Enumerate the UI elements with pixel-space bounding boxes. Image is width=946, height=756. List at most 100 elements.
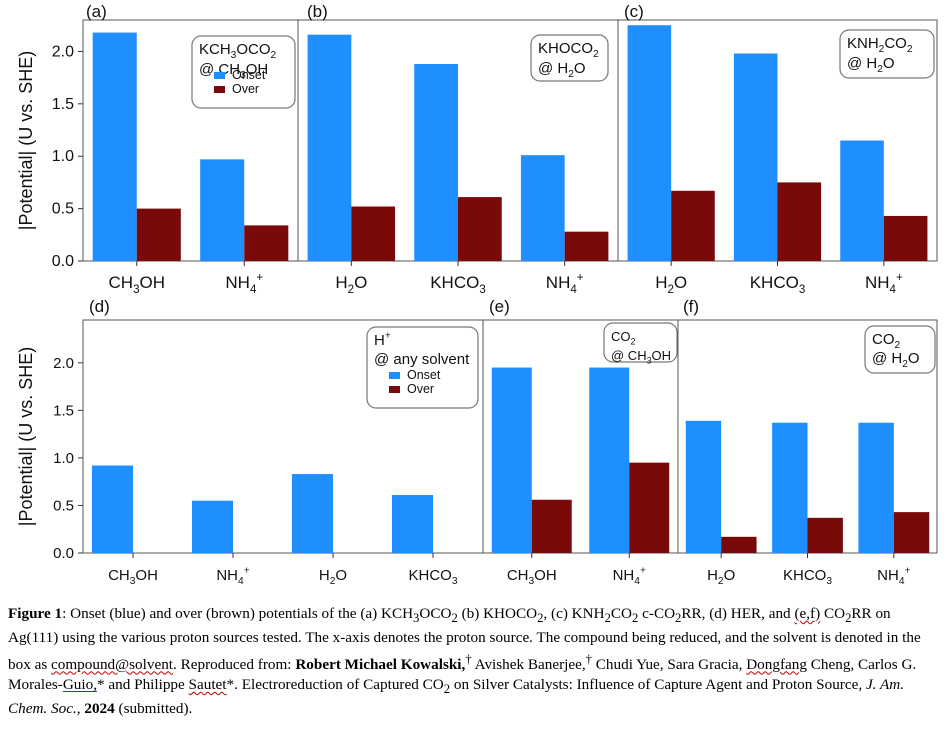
annotation-text-part: 3 [647, 356, 652, 366]
x-tick-label-part: OH [139, 273, 165, 292]
x-tick-label: H2O [335, 273, 367, 296]
legend-label-onset: Onset [407, 368, 441, 382]
caption-fig-label: Figure 1 [8, 605, 63, 622]
bar-over [721, 536, 757, 553]
bar-over [458, 197, 502, 261]
caption-text: on Silver Catalysts: Influence of Captur… [450, 675, 859, 693]
caption-text: , (c) KNH [543, 605, 605, 622]
caption-text: * and Philippe [97, 675, 189, 693]
x-tick-label-part: NH [865, 273, 890, 292]
bar-over [777, 182, 822, 261]
bar-onset [589, 367, 630, 553]
y-tick-label: 1.0 [53, 450, 74, 467]
x-tick-label-part: O [674, 273, 687, 292]
bar-over [807, 517, 843, 553]
x-tick-label-part: 3 [799, 284, 805, 296]
caption-author: Robert Michael Kowalski, [295, 655, 466, 673]
x-tick-label-part: 2 [348, 284, 354, 296]
bar-over [136, 208, 181, 261]
y-tick-label: 1.5 [52, 96, 74, 113]
bar-over [531, 499, 572, 553]
x-tick-label-part: 4 [238, 576, 244, 587]
caption-text: , [76, 700, 85, 718]
x-tick-label-part: NH [613, 567, 635, 584]
annotation-text-part: @ H [847, 55, 877, 72]
bar-onset [520, 155, 565, 261]
x-tick-label-part: CH [108, 567, 130, 584]
x-tick-label: CH3OH [109, 273, 165, 296]
caption-text: Avishek Banerjee, [471, 655, 586, 673]
x-tick-label: NH4+ [216, 566, 249, 588]
x-tick-label: CH3OH [108, 567, 158, 587]
panel-b: (b)H2O KHCO3 NH4+KHOCO2@ H2O [297, 2, 619, 296]
x-tick-label: KHCO3 [408, 567, 457, 587]
annotation-text-part: @ CH [199, 61, 240, 78]
x-tick-label-part: 4 [250, 284, 257, 296]
x-tick-label-part: 2 [667, 284, 673, 296]
panel-c: (c)H2O KHCO3 NH4+KNH2CO2@ H2O [617, 2, 938, 296]
caption-year: 2024 [84, 700, 115, 718]
annotation-text-part: OCO [236, 41, 270, 58]
annotation-text-part: 2 [271, 50, 277, 61]
y-tick-label: 1.5 [53, 402, 74, 419]
annotation-text-part: KHOCO [538, 40, 593, 57]
caption-text: Guio, [62, 675, 97, 693]
x-tick-label-part: + [640, 566, 646, 577]
x-tick-label-part: KHCO [408, 567, 451, 584]
annotation-text-part: @ H [872, 350, 902, 367]
x-tick-label-part: 3 [133, 284, 139, 296]
x-tick-label-part: 3 [529, 576, 535, 587]
annotation-text: H+ [374, 331, 391, 349]
x-tick-label-part: KHCO [783, 567, 826, 584]
panel-label: (a) [86, 2, 107, 21]
annotation-text-part: 2 [907, 44, 913, 55]
caption-dagger: † [465, 651, 472, 666]
bar-onset [733, 53, 778, 262]
y-axis-label: |Potential| (U vs. SHE) [16, 51, 36, 230]
caption-sub: 2 [632, 611, 639, 626]
annotation-text-part: CO [884, 35, 907, 52]
y-axis-label: |Potential| (U vs. SHE) [16, 347, 36, 526]
panel-label: (b) [307, 2, 328, 21]
x-tick-label-part: 4 [570, 284, 577, 296]
legend-swatch-onset [214, 72, 225, 79]
x-tick-label: H2O [655, 273, 687, 296]
bar-onset [92, 32, 137, 261]
annotation-text: KCH3OCO2 [199, 41, 277, 61]
x-tick-label-part: O [335, 567, 347, 584]
x-tick-label-part: 3 [130, 576, 136, 587]
panel-label: (f) [683, 297, 699, 316]
bar-onset [772, 422, 808, 553]
x-tick-label-part: 4 [890, 284, 897, 296]
caption-text: Chudi Yue, Sara Gracia, [592, 655, 747, 673]
bar-onset [840, 140, 884, 261]
annotation-text-part: OH [652, 348, 672, 363]
legend-swatch-over [389, 386, 400, 393]
x-tick-label-part: 2 [330, 576, 336, 587]
annotation-text: KHOCO2 [538, 40, 599, 60]
bar-onset [627, 25, 672, 261]
y-tick-label: 0.5 [53, 497, 74, 514]
annotation-text-part: 2 [631, 337, 636, 347]
x-tick-label-part: NH [216, 567, 238, 584]
x-tick-label-part: NH [877, 567, 899, 584]
bar-over [564, 231, 609, 261]
caption-sub: 2 [537, 611, 544, 626]
legend-label-over: Over [407, 382, 434, 396]
caption-text: *. Electroreduction of Captured CO [226, 675, 444, 693]
caption-text: CO [820, 605, 846, 622]
annotation-box: KNH2CO2@ H2O [839, 29, 935, 79]
caption-text: Dongfang [746, 655, 807, 673]
y-tick-label: 0.5 [52, 201, 74, 218]
annotation-text-part: 3 [240, 70, 246, 81]
caption-text: (e,f) [794, 605, 821, 622]
legend-label-onset: Onset [232, 68, 266, 82]
x-tick-label-part: CH [109, 273, 134, 292]
caption-text: compound@solvent [51, 655, 174, 673]
x-tick-label-part: 3 [452, 576, 458, 587]
caption-sub: 2 [443, 682, 451, 697]
annotation-text-part: + [385, 331, 391, 342]
